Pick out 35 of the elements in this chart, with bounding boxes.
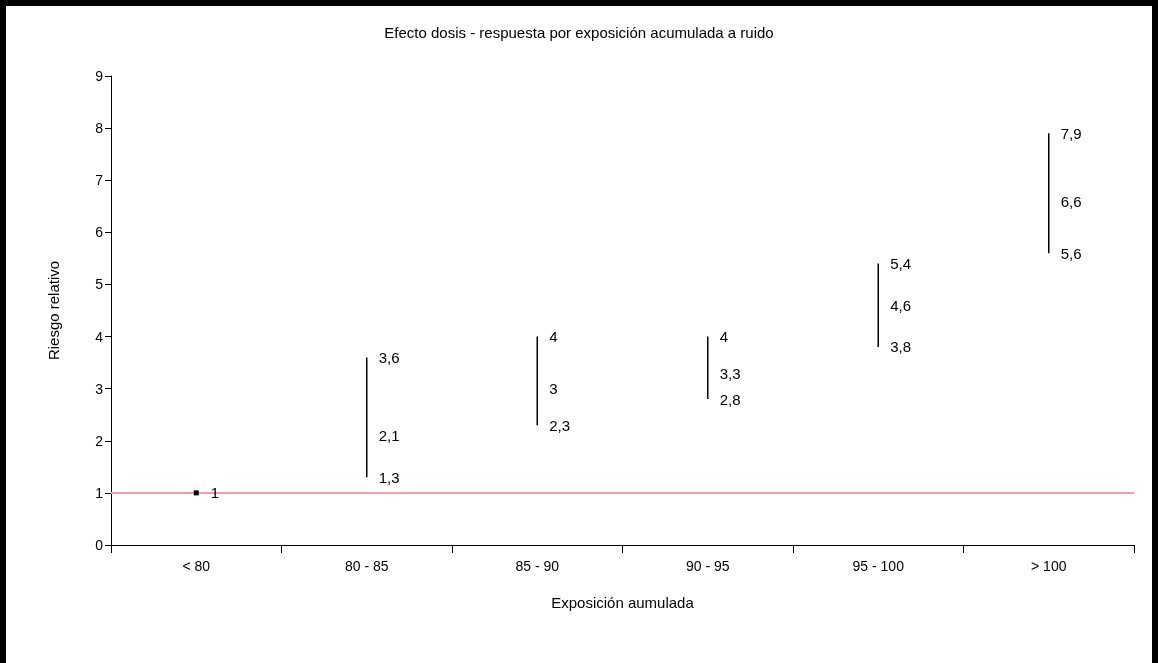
data-label: 4,6: [890, 296, 912, 314]
data-label: 2,3: [549, 416, 571, 434]
data-label: 1,3: [378, 468, 400, 486]
x-tick-label: 90 - 95: [685, 558, 730, 574]
x-tick-label: 80 - 85: [344, 558, 389, 574]
data-label: 3,8: [890, 338, 912, 356]
y-axis-title: Riesgo relativo: [45, 260, 62, 361]
data-label: 1: [210, 484, 220, 502]
data-label: 7,9: [1060, 124, 1082, 142]
data-label: 6,6: [1060, 192, 1082, 210]
y-tick-label: 6: [95, 224, 104, 241]
y-tick-label: 2: [95, 432, 104, 449]
x-tick-label: 85 - 90: [515, 558, 560, 574]
y-tick-label: 3: [95, 380, 104, 397]
data-label: 5,4: [890, 255, 912, 273]
y-tick-label: 0: [95, 537, 104, 553]
x-axis-title: Exposición aumulada: [551, 594, 695, 611]
data-label: 2,1: [378, 427, 400, 445]
data-label: 3,6: [378, 348, 400, 366]
y-tick-label: 8: [95, 120, 104, 137]
y-tick-label: 1: [95, 484, 104, 501]
chart-title: Efecto dosis - respuesta por exposición acumulada a ruido: [384, 24, 774, 41]
data-label: 2,8: [719, 390, 741, 408]
x-tick-label: < 80: [182, 558, 211, 574]
y-tick-label: 7: [95, 172, 104, 189]
data-label: 3: [549, 380, 558, 398]
x-tick-label: > 100: [1031, 558, 1067, 574]
y-tick-label: 4: [95, 328, 104, 345]
x-tick-label: 95 - 100: [852, 558, 905, 574]
data-label: 4: [549, 328, 558, 346]
data-label: 4: [719, 328, 729, 346]
y-tick-label: 9: [95, 68, 104, 84]
data-label: 3,3: [719, 364, 741, 382]
data-label: 5,6: [1060, 244, 1082, 262]
y-tick-label: 5: [95, 276, 104, 293]
